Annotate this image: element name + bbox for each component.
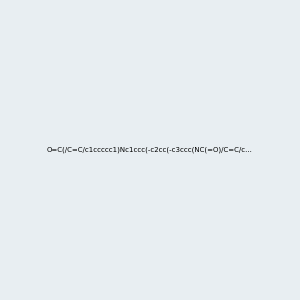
Text: O=C(/C=C/c1ccccc1)Nc1ccc(-c2cc(-c3ccc(NC(=O)/C=C/c...: O=C(/C=C/c1ccccc1)Nc1ccc(-c2cc(-c3ccc(NC… <box>47 147 253 153</box>
